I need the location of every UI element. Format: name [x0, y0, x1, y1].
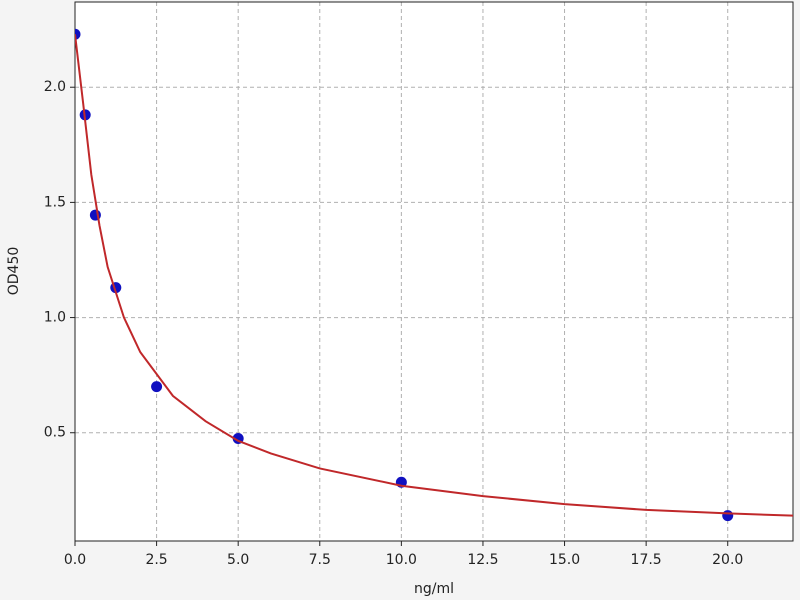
x-tick-label: 2.5: [145, 552, 167, 568]
x-tick-label: 20.0: [712, 552, 743, 568]
y-tick-label: 1.0: [44, 310, 66, 326]
data-point: [151, 381, 163, 393]
x-tick-label: 12.5: [467, 552, 498, 568]
x-tick-label: 17.5: [631, 552, 662, 568]
y-tick-label: 2.0: [44, 79, 66, 95]
data-point: [75, 28, 81, 40]
y-tick-label: 1.5: [44, 194, 66, 210]
fit-curve: [75, 34, 793, 517]
x-tick-label: 10.0: [386, 552, 417, 568]
x-tick-label: 0.0: [64, 552, 86, 568]
plot-area: [75, 2, 793, 541]
plot-frame: [74, 1, 794, 542]
data-point: [722, 510, 734, 522]
y-tick-label: 0.5: [44, 425, 66, 441]
x-axis-label: ng/ml: [414, 581, 454, 597]
x-tick-label: 7.5: [309, 552, 331, 568]
y-axis-label: OD450: [6, 247, 22, 296]
x-tick-label: 15.0: [549, 552, 580, 568]
x-tick-label: 5.0: [227, 552, 249, 568]
